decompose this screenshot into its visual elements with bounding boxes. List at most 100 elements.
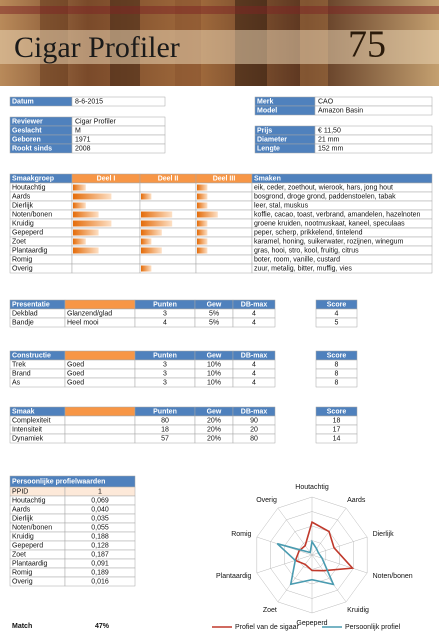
info-value: CAO — [318, 98, 334, 105]
radar-spoke — [311, 536, 368, 556]
row-value: 10% — [207, 361, 221, 368]
header-text: DB-max — [241, 301, 268, 308]
value-cell — [314, 143, 433, 154]
row-value: 4 — [163, 319, 167, 326]
header-text: Constructie — [12, 352, 51, 359]
cell — [139, 182, 197, 193]
flavor-group: Zoet — [12, 238, 26, 245]
profile-value: 0,091 — [91, 560, 109, 567]
flavor-bar — [73, 211, 99, 218]
flavor-bar — [73, 229, 99, 236]
header-cell — [64, 299, 136, 310]
row-value: 18 — [161, 426, 169, 433]
header-text: Punten — [153, 352, 177, 359]
row-label: Complexiteit — [12, 417, 51, 424]
cell — [64, 433, 136, 444]
profile-label: Overig — [12, 578, 33, 585]
flavor-bar — [141, 220, 173, 227]
row-value: 4 — [252, 370, 256, 377]
flavor-bar — [73, 193, 112, 200]
radar-spoke — [277, 507, 313, 556]
info-label: Merk — [257, 98, 273, 105]
info-label: Lengte — [257, 145, 280, 152]
value-cell — [71, 143, 166, 154]
cell — [251, 263, 433, 274]
flavor-bar — [197, 229, 208, 236]
row-score: 8 — [335, 370, 339, 377]
row-value: 80 — [161, 417, 169, 424]
radar-spoke — [311, 554, 347, 603]
match-value: 47% — [95, 623, 110, 630]
info-label: Geslacht — [12, 127, 42, 134]
flavor-bar — [197, 238, 208, 245]
flavor-bar — [197, 211, 218, 218]
flavor-tastes: bosgrond, droge grond, paddenstoelen, ta… — [254, 193, 396, 200]
radar-label: Gepeperd — [296, 620, 327, 627]
cell — [195, 263, 253, 274]
row-value: 5% — [209, 310, 219, 317]
header-text: Smaakgroep — [12, 175, 54, 182]
row-value: 3 — [163, 370, 167, 377]
flavor-tastes: karamel, honing, suikerwater, rozijnen, … — [254, 238, 404, 245]
profile-label: Kruidig — [12, 533, 34, 540]
cell — [315, 317, 358, 328]
row-value: 3 — [163, 310, 167, 317]
row-value: 57 — [161, 435, 169, 442]
row-value: 4 — [252, 361, 256, 368]
header-text: Score — [327, 301, 347, 308]
profile-label: Plantaardig — [12, 560, 48, 567]
row-value: 3 — [163, 361, 167, 368]
row-desc: Goed — [67, 370, 84, 377]
info-label: Datum — [12, 98, 34, 105]
cell — [315, 433, 358, 444]
info-label: Diameter — [257, 136, 287, 143]
header-text: Gew — [207, 408, 222, 415]
radar-label: Houtachtig — [295, 484, 329, 491]
flavor-group: Gepeperd — [12, 229, 43, 236]
info-value: Cigar Profiler — [75, 118, 117, 125]
row-label: Dynamiek — [12, 435, 44, 442]
flavor-bar — [141, 247, 162, 254]
cell — [139, 200, 197, 211]
row-value: 90 — [250, 417, 258, 424]
header-text: Deel I — [97, 175, 116, 182]
profile-label: Dierlijk — [12, 515, 34, 522]
radar-label: Kruidig — [347, 607, 369, 614]
header-text: Score — [327, 408, 347, 415]
row-value: 10% — [207, 379, 221, 386]
info-value: 21 mm — [318, 136, 340, 143]
flavor-group: Dierlijk — [12, 202, 34, 209]
profile-label: Zoet — [12, 551, 26, 558]
row-value: 4 — [252, 379, 256, 386]
radar-label: Plantaardig — [216, 573, 252, 580]
radar-spoke — [277, 554, 313, 603]
row-label: As — [12, 379, 21, 386]
flavor-bar — [141, 229, 162, 236]
profile-value: 0,040 — [91, 506, 109, 513]
profile-value: 0,055 — [91, 524, 109, 531]
header-text: Score — [327, 352, 347, 359]
row-desc: Goed — [67, 361, 84, 368]
radar-label: Aards — [347, 497, 366, 504]
header-text: Deel II — [158, 175, 179, 182]
info-value: M — [75, 127, 81, 134]
header-text: Punten — [153, 301, 177, 308]
row-desc: Heel mooi — [67, 319, 99, 326]
cell — [139, 254, 197, 265]
profile-label: PPID — [12, 488, 28, 495]
flavor-group: Noten/bonen — [12, 211, 52, 218]
info-label: Prijs — [257, 127, 272, 134]
profile-value: 0,016 — [91, 578, 109, 585]
profile-value: 0,188 — [91, 533, 109, 540]
flavor-group: Aards — [12, 193, 31, 200]
cell — [315, 377, 358, 388]
header-text: Smaak — [12, 408, 35, 415]
profile-value: 0,187 — [91, 551, 109, 558]
flavor-tastes: gras, hooi, stro, kool, fruitig, citrus — [254, 247, 359, 254]
header-text: Gew — [207, 301, 222, 308]
radar-label: Overig — [256, 497, 277, 504]
profile-value: 0,189 — [91, 569, 109, 576]
row-score: 5 — [335, 319, 339, 326]
radar-spoke — [256, 554, 313, 574]
flavor-bar — [197, 193, 208, 200]
